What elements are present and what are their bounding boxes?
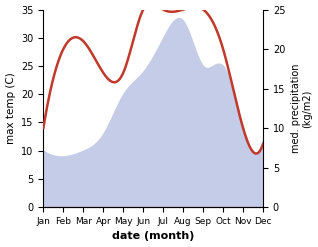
- Y-axis label: max temp (C): max temp (C): [5, 72, 16, 144]
- Y-axis label: med. precipitation
(kg/m2): med. precipitation (kg/m2): [291, 64, 313, 153]
- X-axis label: date (month): date (month): [112, 231, 194, 242]
